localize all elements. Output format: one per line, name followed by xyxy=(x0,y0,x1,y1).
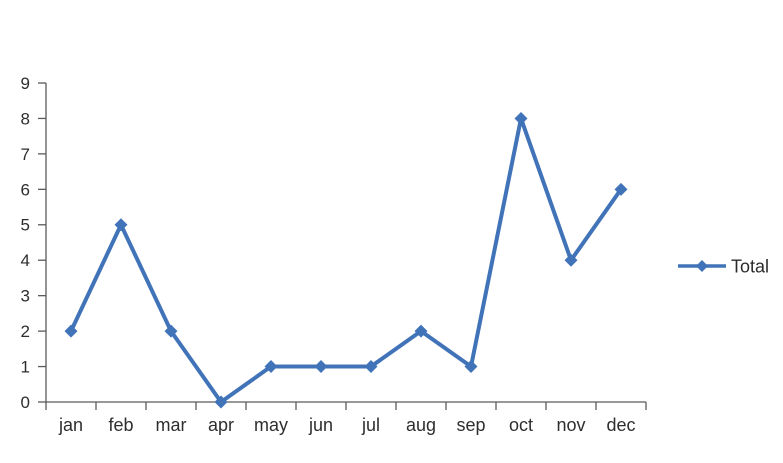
x-tick-label: nov xyxy=(556,415,585,435)
series-line xyxy=(69,116,623,404)
data-point-aug xyxy=(414,324,428,338)
y-tick-label: 4 xyxy=(21,251,30,270)
x-tick-label: aug xyxy=(406,415,436,435)
y-tick-label: 0 xyxy=(21,393,30,412)
x-tick-label: oct xyxy=(509,415,533,435)
data-point-dec xyxy=(614,182,628,196)
y-tick-label: 2 xyxy=(21,322,30,341)
legend: Total xyxy=(678,256,769,276)
data-point-nov xyxy=(564,253,578,267)
y-tick-label: 6 xyxy=(21,180,30,199)
x-tick-label: mar xyxy=(156,415,187,435)
data-point-oct xyxy=(514,111,528,125)
x-tick-label: dec xyxy=(606,415,635,435)
x-tick-label: feb xyxy=(108,415,133,435)
y-tick-label: 3 xyxy=(21,287,30,306)
data-point-mar xyxy=(164,324,178,338)
series-total xyxy=(64,111,628,409)
x-tick-label: jan xyxy=(58,415,83,435)
x-tick-label: jul xyxy=(361,415,380,435)
x-tick-label: jun xyxy=(308,415,333,435)
y-tick-label: 9 xyxy=(21,74,30,93)
y-tick-label: 7 xyxy=(21,145,30,164)
y-tick-label: 8 xyxy=(21,109,30,128)
y-tick-label: 5 xyxy=(21,216,30,235)
x-tick-label: apr xyxy=(208,415,234,435)
data-point-jul xyxy=(364,360,378,374)
legend-diamond-marker xyxy=(696,260,708,272)
data-point-jun xyxy=(314,360,328,374)
y-tick-label: 1 xyxy=(21,358,30,377)
data-point-apr xyxy=(214,395,228,409)
x-tick-label: may xyxy=(254,415,288,435)
data-point-may xyxy=(264,360,278,374)
data-point-sep xyxy=(464,360,478,374)
data-point-feb xyxy=(114,218,128,232)
axes: 0 1 2 3 4 5 6 7 8 9 jan feb mar apr may jun jul aug sep oct… xyxy=(21,74,647,435)
legend-label: Total xyxy=(731,256,769,276)
x-tick-label: sep xyxy=(456,415,485,435)
data-point-jan xyxy=(64,324,78,338)
